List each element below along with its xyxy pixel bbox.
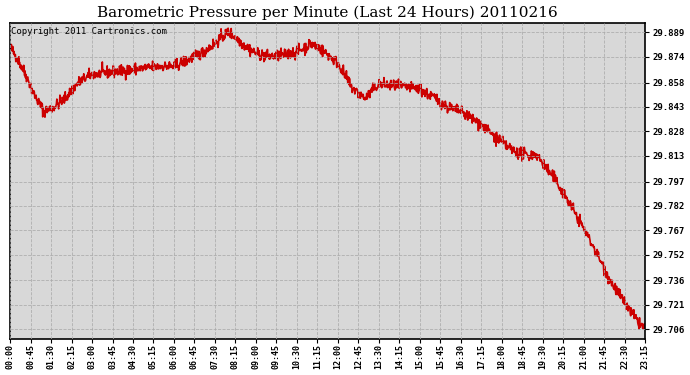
Title: Barometric Pressure per Minute (Last 24 Hours) 20110216: Barometric Pressure per Minute (Last 24 … — [97, 6, 558, 20]
Text: Copyright 2011 Cartronics.com: Copyright 2011 Cartronics.com — [11, 27, 167, 36]
